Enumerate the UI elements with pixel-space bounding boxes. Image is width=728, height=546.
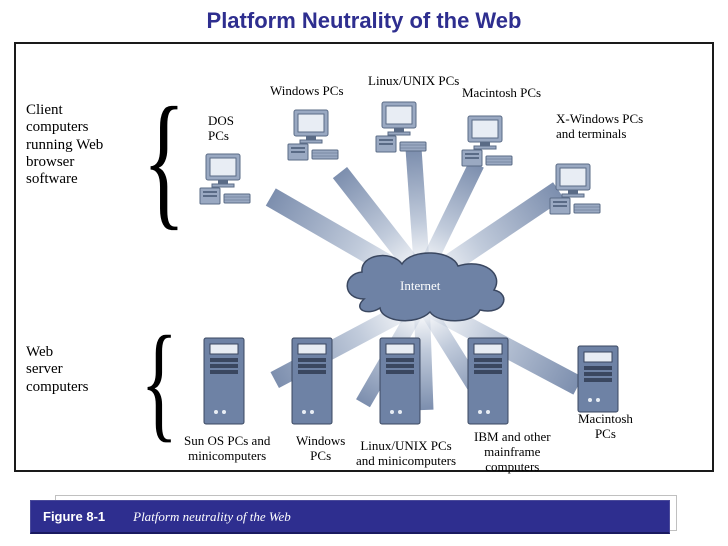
figure-caption-bar: Figure 8-1 Platform neutrality of the We… xyxy=(30,500,670,534)
client-pc-mac xyxy=(460,114,514,168)
server-label-ibm: IBM and other mainframe computers xyxy=(474,430,551,475)
servers-side-label: Webservercomputers xyxy=(26,344,88,396)
client-pc-xwin xyxy=(548,162,602,216)
server-label-macsrv: Macintosh PCs xyxy=(578,412,633,442)
client-pc-windows xyxy=(286,108,340,162)
client-label-linux: Linux/UNIX PCs xyxy=(368,74,459,89)
figure-caption-text: Platform neutrality of the Web xyxy=(133,509,291,525)
page-title: Platform Neutrality of the Web xyxy=(0,0,728,34)
server-winsrv xyxy=(290,336,334,426)
brace-clients: { xyxy=(142,100,185,220)
server-ibm xyxy=(466,336,510,426)
server-macsrv xyxy=(576,344,620,414)
client-pc-dos xyxy=(198,152,252,206)
client-label-dos: DOSPCs xyxy=(208,114,234,144)
server-label-winsrv: Windows PCs xyxy=(296,434,345,464)
client-pc-linux xyxy=(374,100,428,154)
brace-servers: { xyxy=(140,330,177,434)
server-label-sunos: Sun OS PCs and minicomputers xyxy=(184,434,270,464)
client-label-mac: Macintosh PCs xyxy=(462,86,541,101)
figure-number: Figure 8-1 xyxy=(43,509,105,524)
clients-side-label: Clientcomputersrunning Webbrowsersoftwar… xyxy=(26,102,103,188)
server-sunos xyxy=(202,336,246,426)
client-label-xwin: X-Windows PCs and terminals xyxy=(556,112,643,142)
diagram-frame: Clientcomputersrunning Webbrowsersoftwar… xyxy=(14,42,714,472)
cloud-label: Internet xyxy=(400,278,440,294)
client-label-windows: Windows PCs xyxy=(270,84,344,99)
server-label-linuxsrv: Linux/UNIX PCsand minicomputers xyxy=(356,439,456,469)
server-linuxsrv xyxy=(378,336,422,426)
